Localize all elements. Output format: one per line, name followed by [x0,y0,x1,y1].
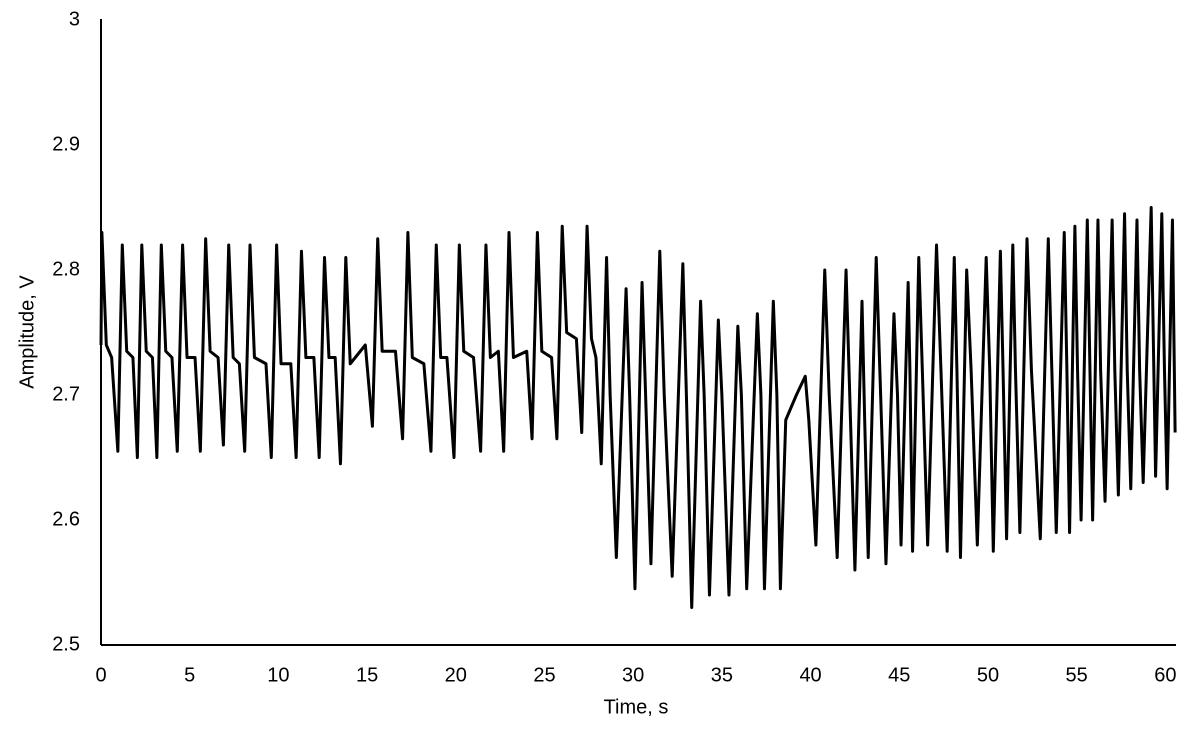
x-tick-label: 30 [622,664,644,686]
x-tick-label: 15 [356,664,378,686]
x-tick-label: 0 [95,664,106,686]
x-tick-label: 40 [799,664,821,686]
y-tick-label: 2.7 [52,383,80,405]
x-tick-label: 5 [184,664,195,686]
x-tick-label: 20 [445,664,467,686]
x-tick-label: 60 [1154,664,1176,686]
y-tick-label: 2.6 [52,508,80,530]
x-tick-label: 25 [533,664,555,686]
x-tick-label: 55 [1066,664,1088,686]
y-axis-title: Amplitude, V [16,275,38,389]
x-axis-title: Time, s [604,696,669,718]
y-tick-label: 2.8 [52,258,80,280]
x-tick-label: 45 [888,664,910,686]
x-tick-label: 50 [977,664,999,686]
y-tick-label: 3 [69,8,80,30]
y-tick-label: 2.5 [52,633,80,655]
signal-line [99,206,1177,609]
x-tick-label: 35 [711,664,733,686]
x-tick-label: 10 [267,664,289,686]
y-tick-label: 2.9 [52,133,80,155]
